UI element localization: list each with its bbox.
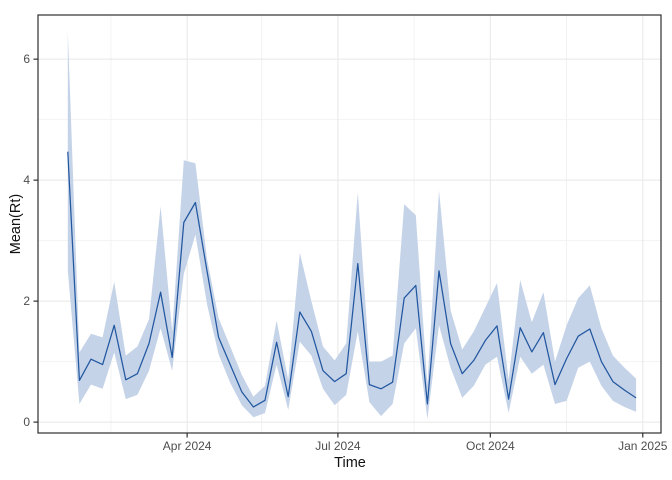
x-tick-label: Jul 2024 xyxy=(315,439,361,453)
panel-border xyxy=(37,14,662,434)
mean-rt-line xyxy=(67,151,637,408)
credible-interval-ribbon xyxy=(67,30,637,420)
x-tick-label: Oct 2024 xyxy=(466,439,515,453)
x-tick-label: Jan 2025 xyxy=(618,439,668,453)
y-axis-title: Mean(Rt) xyxy=(8,193,24,255)
x-axis-title: Time xyxy=(334,455,366,471)
x-tick-label: Apr 2024 xyxy=(163,439,212,453)
y-tick-label: 4 xyxy=(23,173,30,187)
y-tick-label: 0 xyxy=(23,415,30,429)
y-tick-label: 6 xyxy=(23,52,30,66)
y-tick-label: 2 xyxy=(23,294,30,308)
